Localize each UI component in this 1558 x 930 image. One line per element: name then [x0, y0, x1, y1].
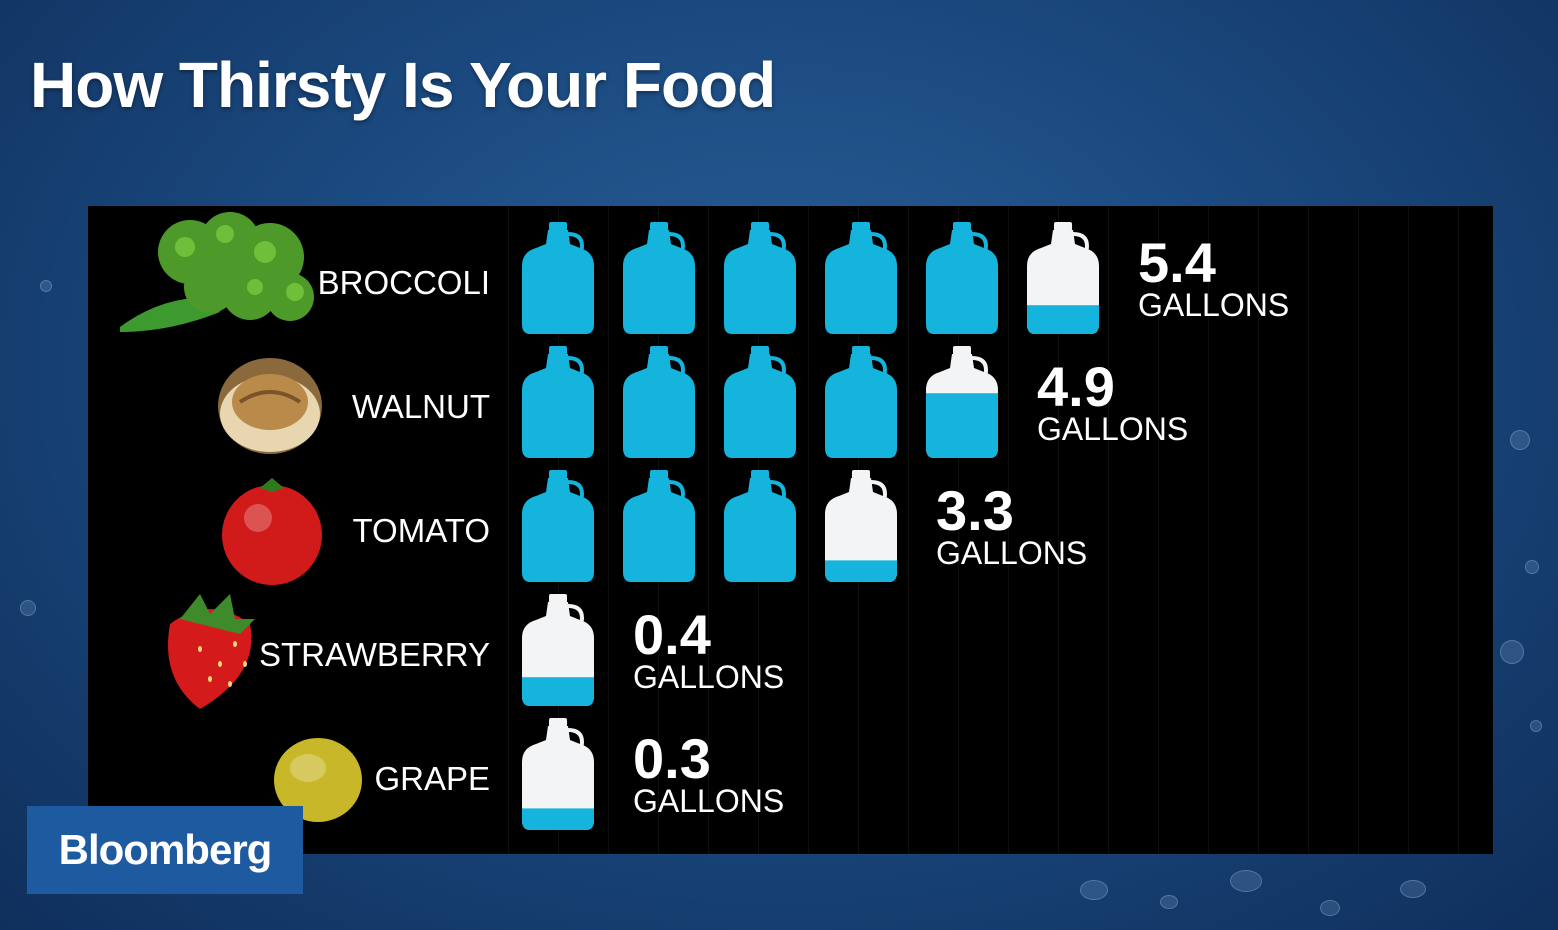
category-label: STRAWBERRY — [259, 636, 490, 673]
water-jug — [724, 470, 796, 582]
grape-icon — [274, 738, 362, 822]
jug-water-fill — [1027, 305, 1099, 334]
walnut-icon — [218, 358, 322, 454]
category-label: GRAPE — [374, 760, 490, 797]
water-jug — [825, 470, 897, 582]
jug-body — [623, 478, 695, 582]
jug-cap — [1054, 222, 1072, 231]
jug-body — [724, 478, 796, 582]
unit-label: GALLONS — [1138, 287, 1289, 323]
water-jug — [522, 470, 594, 582]
unit-label: GALLONS — [1037, 411, 1188, 447]
jug-cap — [852, 222, 870, 231]
water-jug — [623, 346, 695, 458]
value-label: 5.4 — [1138, 231, 1216, 294]
water-jug — [522, 718, 594, 830]
jug-body — [522, 478, 594, 582]
jug-body — [724, 354, 796, 458]
jug-water-fill — [926, 393, 998, 458]
water-jug — [623, 470, 695, 582]
water-jug — [926, 346, 998, 458]
jug-body — [926, 230, 998, 334]
water-jug — [1027, 222, 1099, 334]
value-label: 0.3 — [633, 727, 711, 790]
jug-body — [825, 478, 897, 582]
water-jug — [724, 222, 796, 334]
water-jug — [522, 222, 594, 334]
unit-label: GALLONS — [633, 783, 784, 819]
water-jug — [522, 346, 594, 458]
jug-cap — [852, 346, 870, 355]
jug-body — [825, 230, 897, 334]
category-label: TOMATO — [352, 512, 490, 549]
broccoli-icon — [120, 212, 314, 332]
value-label: 0.4 — [633, 603, 711, 666]
tomato-icon — [222, 478, 322, 585]
jug-cap — [953, 346, 971, 355]
jug-water-fill — [522, 808, 594, 830]
jug-cap — [751, 346, 769, 355]
value-label: 3.3 — [936, 479, 1014, 542]
unit-label: GALLONS — [936, 535, 1087, 571]
jug-cap — [549, 222, 567, 231]
water-jug — [724, 346, 796, 458]
jug-cap — [549, 470, 567, 479]
jug-cap — [852, 470, 870, 479]
jug-cap — [751, 222, 769, 231]
jug-body — [522, 726, 594, 830]
category-label: WALNUT — [352, 388, 490, 425]
jug-cap — [650, 222, 668, 231]
strawberry-icon — [168, 594, 255, 709]
water-jug — [825, 346, 897, 458]
bloomberg-logo: Bloomberg — [27, 806, 303, 894]
jug-body — [825, 354, 897, 458]
water-jug — [522, 594, 594, 706]
category-label: BROCCOLI — [318, 264, 490, 301]
water-jug — [825, 222, 897, 334]
jug-body — [623, 354, 695, 458]
jug-cap — [549, 594, 567, 603]
jug-cap — [953, 222, 971, 231]
unit-label: GALLONS — [633, 659, 784, 695]
jug-cap — [650, 346, 668, 355]
jug-cap — [549, 718, 567, 727]
jug-water-fill — [522, 677, 594, 706]
jug-cap — [549, 346, 567, 355]
jug-cap — [650, 470, 668, 479]
chart-title: How Thirsty Is Your Food — [30, 49, 776, 121]
jug-body — [623, 230, 695, 334]
jug-body — [724, 230, 796, 334]
value-label: 4.9 — [1037, 355, 1115, 418]
jug-body — [522, 230, 594, 334]
jug-body — [522, 354, 594, 458]
water-jug — [623, 222, 695, 334]
jug-cap — [751, 470, 769, 479]
water-jug — [926, 222, 998, 334]
jug-water-fill — [825, 560, 897, 582]
